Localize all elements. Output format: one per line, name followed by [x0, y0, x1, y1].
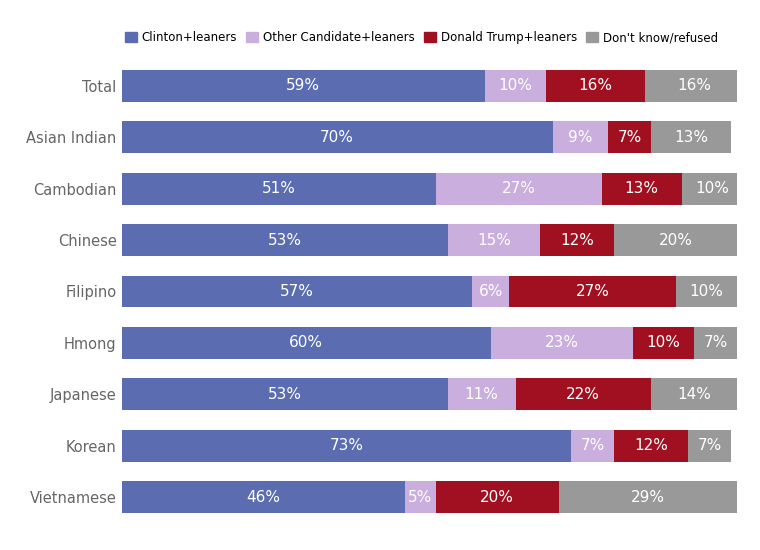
Bar — [122, 122, 553, 153]
Bar — [448, 224, 540, 256]
Bar — [694, 327, 737, 359]
Text: 53%: 53% — [268, 387, 302, 402]
Text: 9%: 9% — [568, 130, 592, 145]
Text: 14%: 14% — [677, 387, 711, 402]
Text: 20%: 20% — [659, 233, 692, 248]
Text: 7%: 7% — [704, 336, 728, 350]
Text: 11%: 11% — [465, 387, 499, 402]
Bar — [485, 70, 546, 102]
Text: 6%: 6% — [479, 284, 503, 299]
Text: 7%: 7% — [617, 130, 641, 145]
Text: 27%: 27% — [502, 181, 536, 196]
Bar — [546, 70, 644, 102]
Bar — [435, 481, 559, 513]
Text: 10%: 10% — [499, 78, 533, 94]
Bar — [122, 327, 491, 359]
Text: 20%: 20% — [480, 490, 514, 505]
Bar — [614, 430, 688, 461]
Text: 29%: 29% — [631, 490, 665, 505]
Bar — [644, 70, 743, 102]
Text: 10%: 10% — [695, 181, 730, 196]
Bar — [435, 173, 602, 205]
Text: 12%: 12% — [634, 438, 668, 453]
Bar — [608, 122, 651, 153]
Text: 46%: 46% — [246, 490, 280, 505]
Bar — [122, 276, 473, 307]
Bar — [448, 378, 515, 410]
Bar — [614, 224, 737, 256]
Bar — [559, 481, 737, 513]
Bar — [602, 173, 682, 205]
Text: 13%: 13% — [674, 130, 708, 145]
Text: 7%: 7% — [698, 438, 722, 453]
Bar — [491, 327, 632, 359]
Bar — [122, 224, 448, 256]
Bar — [122, 173, 435, 205]
Bar — [122, 481, 405, 513]
Text: 70%: 70% — [320, 130, 354, 145]
Text: 22%: 22% — [566, 387, 600, 402]
Legend: Clinton+leaners, Other Candidate+leaners, Donald Trump+leaners, Don't know/refus: Clinton+leaners, Other Candidate+leaners… — [122, 28, 721, 48]
Bar — [682, 173, 743, 205]
Text: 23%: 23% — [545, 336, 579, 350]
Bar — [571, 430, 614, 461]
Bar — [509, 276, 676, 307]
Text: 59%: 59% — [287, 78, 320, 94]
Bar — [688, 430, 731, 461]
Bar — [651, 378, 737, 410]
Text: 27%: 27% — [575, 284, 610, 299]
Text: 53%: 53% — [268, 233, 302, 248]
Bar — [515, 378, 651, 410]
Text: 57%: 57% — [280, 284, 314, 299]
Bar — [122, 70, 485, 102]
Text: 10%: 10% — [689, 284, 724, 299]
Text: 10%: 10% — [647, 336, 680, 350]
Text: 16%: 16% — [677, 78, 711, 94]
Text: 12%: 12% — [560, 233, 594, 248]
Bar — [122, 378, 448, 410]
Text: 5%: 5% — [408, 490, 432, 505]
Text: 13%: 13% — [625, 181, 659, 196]
Bar — [632, 327, 694, 359]
Bar — [540, 224, 614, 256]
Bar — [122, 430, 571, 461]
Bar — [651, 122, 731, 153]
Text: 15%: 15% — [477, 233, 511, 248]
Bar — [473, 276, 509, 307]
Bar — [676, 276, 737, 307]
Text: 7%: 7% — [581, 438, 605, 453]
Text: 51%: 51% — [261, 181, 296, 196]
Bar — [405, 481, 435, 513]
Text: 60%: 60% — [290, 336, 323, 350]
Bar — [553, 122, 608, 153]
Text: 73%: 73% — [329, 438, 363, 453]
Text: 16%: 16% — [578, 78, 613, 94]
